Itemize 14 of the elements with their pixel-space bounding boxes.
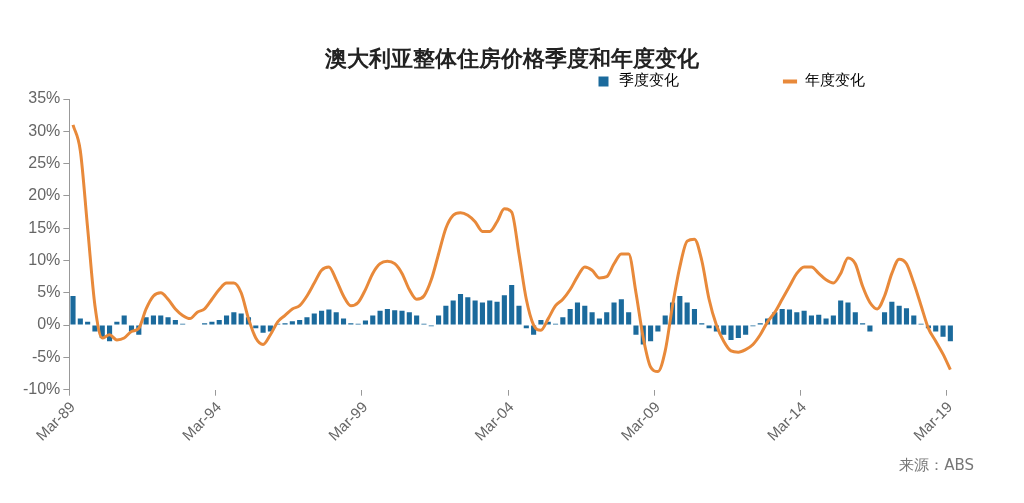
y-tick-label: 10% [28,250,61,268]
y-tick-label: 15% [28,218,61,236]
y-tick-label: 20% [28,186,61,204]
source-note: 来源：ABS [899,456,974,475]
y-tick-label: 5% [37,283,61,301]
y-tick-label: 35% [28,89,61,107]
y-tick-label: 30% [28,121,61,139]
y-tick-label: 25% [28,154,61,171]
y-tick-label: -5% [31,347,61,365]
legend-label: 季度变化 [618,71,769,90]
chart-title: 澳大利亚整体住房价格季度和年度变化 [325,46,699,71]
y-tick-label: -10% [22,380,61,398]
y-tick-label: 0% [37,315,61,333]
legend-label: 年度变化 [805,71,940,90]
